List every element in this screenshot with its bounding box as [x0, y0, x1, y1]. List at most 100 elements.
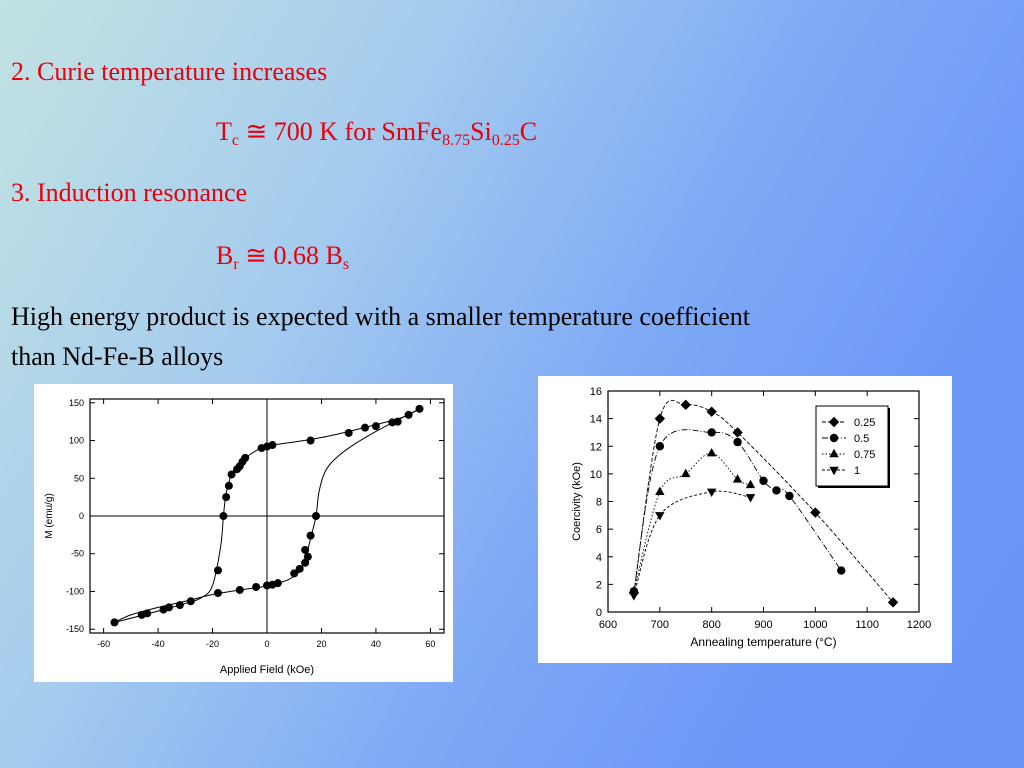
item-curie-temperature: 2. Curie temperature increases — [11, 57, 328, 86]
y-tick-label: 12 — [590, 441, 602, 453]
data-point-circle — [707, 428, 716, 437]
x-tick-label: 0 — [264, 639, 269, 649]
data-point-circle — [785, 491, 794, 501]
x-tick-label: 1200 — [907, 619, 931, 631]
x-tick-label: 700 — [651, 619, 669, 631]
x-tick-label: 600 — [599, 619, 617, 631]
data-point — [241, 453, 250, 462]
y-tick-label: -100 — [66, 586, 84, 596]
data-point-circle — [733, 437, 742, 447]
y-tick-label: 150 — [69, 398, 84, 408]
data-point — [301, 558, 310, 567]
data-point — [371, 422, 380, 431]
y-tick-label: 16 — [590, 386, 602, 398]
legend-label: 0.25 — [854, 417, 875, 429]
br-formula: Br ≅ 0.68 Bs — [216, 241, 350, 273]
fe-subscript: 8.75 — [442, 132, 471, 149]
data-point-triangle-down — [706, 488, 717, 498]
data-point-triangle-down — [745, 494, 756, 503]
legend-box — [815, 405, 889, 487]
series-line-0.5 — [633, 429, 842, 592]
tc-symbol: T — [216, 117, 232, 146]
data-point — [404, 410, 413, 419]
y-tick-label: -50 — [71, 549, 84, 559]
carbon-symbol: C — [519, 117, 538, 146]
legend-marker-diamond — [828, 416, 840, 428]
data-point-circle — [655, 442, 665, 451]
data-point — [164, 603, 173, 612]
data-point — [306, 436, 315, 445]
data-point-triangle-up — [732, 474, 743, 483]
data-point — [235, 585, 244, 594]
y-tick-label: 50 — [74, 473, 84, 483]
x-tick-label: 40 — [371, 639, 381, 649]
x-tick-label: -20 — [206, 639, 219, 649]
data-point — [415, 404, 424, 413]
data-point-diamond — [654, 413, 666, 424]
y-tick-label: 0 — [79, 511, 84, 521]
data-point — [186, 597, 195, 606]
data-point — [306, 531, 315, 540]
data-point — [273, 579, 282, 588]
data-point — [252, 582, 261, 591]
y-axis-label: M (emu/g) — [44, 493, 55, 539]
coercivity-chart-panel: 600 700 800 900 1000 1100 1200 0 2 4 6 8 10 12 14 16 Ann… — [538, 376, 952, 663]
y-tick-label: -150 — [66, 624, 84, 634]
item-induction-resonance: 3. Induction resonance — [11, 178, 248, 207]
tc-value: ≅ 700 K for SmFe — [239, 117, 443, 146]
y-tick-label: 8 — [596, 497, 602, 509]
bs-subscript-s: s — [342, 256, 350, 273]
energy-product-text-line2: than Nd-Fe-B alloys — [11, 342, 224, 371]
data-point-circle — [759, 476, 768, 485]
data-point — [219, 512, 228, 520]
data-point — [312, 512, 321, 520]
y-tick-label: 14 — [590, 414, 602, 426]
x-tick-label: 60 — [425, 639, 435, 649]
data-point-triangle-up — [706, 447, 717, 457]
x-tick-label: -40 — [152, 639, 165, 649]
y-tick-label: 0 — [596, 607, 602, 619]
x-tick-label: 900 — [754, 619, 772, 631]
data-point — [222, 493, 231, 502]
series-line-1 — [633, 490, 751, 596]
data-point — [227, 470, 236, 479]
data-point — [213, 566, 222, 575]
data-point — [268, 441, 277, 450]
y-tick-label: 2 — [596, 579, 602, 591]
data-point-circle — [837, 566, 846, 575]
data-point — [290, 569, 299, 578]
tc-formula: Tc ≅ 700 K for SmFe8.75Si0.25C — [216, 117, 538, 149]
legend-label: 0.75 — [854, 449, 875, 461]
data-point — [301, 545, 310, 554]
legend-label: 1 — [854, 465, 860, 477]
data-point-diamond — [680, 399, 691, 411]
tc-subscript-c: c — [231, 132, 239, 149]
br-symbol: B — [216, 241, 234, 270]
x-tick-label: 20 — [316, 639, 326, 649]
x-tick-label: 1000 — [803, 619, 827, 631]
data-point — [110, 618, 119, 627]
x-tick-label: 800 — [702, 619, 720, 631]
data-point — [143, 609, 152, 618]
data-point — [213, 588, 222, 597]
y-tick-label: 6 — [596, 524, 602, 536]
hysteresis-chart-panel: -60 -40 -20 0 20 40 60 -150 -100 -50 0 50 100 150 Appl… — [34, 384, 453, 682]
x-axis-label: Applied Field (kOe) — [220, 664, 314, 676]
br-subscript-r: r — [233, 256, 239, 273]
x-axis-label: Annealing temperature (°C) — [690, 635, 836, 649]
coercivity-chart: 600 700 800 900 1000 1100 1200 0 2 4 6 8 10 12 14 16 Ann… — [571, 386, 931, 649]
data-point — [393, 417, 402, 426]
si-symbol: Si — [470, 117, 492, 146]
data-point — [224, 481, 233, 490]
data-point-triangle-down — [629, 592, 639, 601]
data-point — [175, 601, 184, 610]
data-point — [303, 552, 312, 561]
y-tick-label: 10 — [590, 469, 602, 481]
hysteresis-chart: -60 -40 -20 0 20 40 60 -150 -100 -50 0 50 100 150 Appl… — [44, 398, 445, 676]
data-point — [361, 423, 370, 432]
x-tick-label: -60 — [97, 639, 110, 649]
data-point-triangle-up — [681, 468, 691, 478]
data-point-diamond — [706, 406, 717, 417]
legend-label: 0.5 — [854, 433, 869, 445]
si-subscript: 0.25 — [491, 132, 520, 149]
